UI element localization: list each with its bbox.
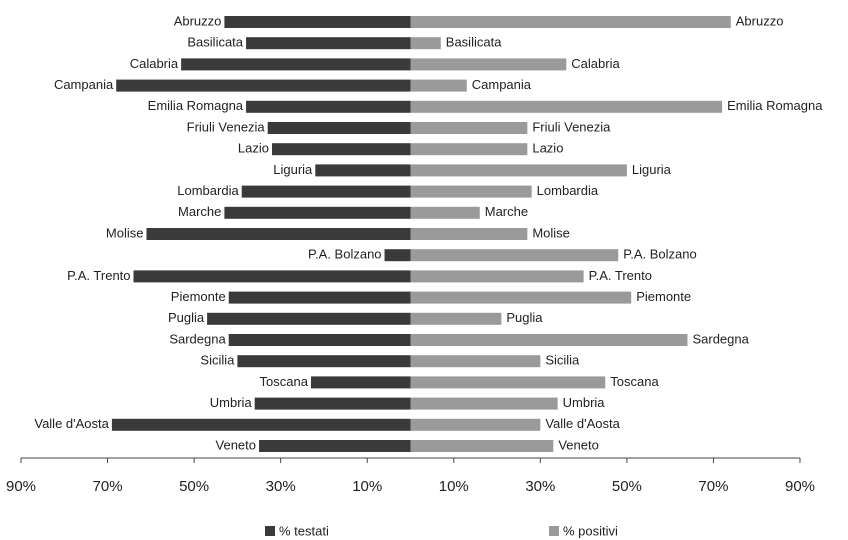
bar-label: Liguria — [273, 162, 313, 177]
bar — [224, 206, 411, 219]
x-tick-label: 10% — [352, 478, 382, 495]
bar — [410, 164, 627, 177]
bar — [267, 122, 411, 134]
bar-label: Lombardia — [537, 183, 599, 198]
bar-label: Calabria — [130, 56, 179, 71]
bar — [410, 58, 567, 71]
bar — [315, 164, 411, 177]
bar — [228, 291, 411, 304]
x-tick-label: 70% — [698, 478, 728, 495]
bar-label: P.A. Trento — [67, 268, 130, 283]
bar — [410, 143, 528, 156]
bar-label: Sardegna — [692, 331, 749, 346]
bar — [224, 16, 411, 28]
x-tick-label: 50% — [179, 478, 209, 495]
bar — [228, 334, 411, 346]
bar-label: Molise — [532, 225, 570, 240]
bar-label: Lazio — [532, 141, 563, 156]
bar-label: P.A. Bolzano — [308, 247, 381, 262]
x-tick-label: 90% — [6, 478, 36, 495]
bar — [246, 100, 411, 113]
legend-label: % positivi — [563, 523, 618, 538]
bar-label: Basilicata — [446, 35, 502, 50]
bar-label: Emilia Romagna — [727, 98, 823, 113]
bar — [410, 312, 502, 325]
bar — [410, 291, 632, 304]
bar-label: Liguria — [632, 162, 672, 177]
bar-label: Puglia — [506, 310, 543, 325]
legend-label: % testati — [279, 523, 329, 538]
bar-label: Emilia Romagna — [148, 98, 244, 113]
x-tick-label: 30% — [266, 478, 296, 495]
bar-label: Sicilia — [200, 353, 235, 368]
bar-label: P.A. Trento — [589, 268, 652, 283]
bar-label: Abruzzo — [736, 13, 784, 28]
bar — [410, 16, 731, 28]
bar-label: Friuli Venezia — [532, 119, 611, 134]
bar-label: Sicilia — [545, 353, 580, 368]
bar-label: Lombardia — [177, 183, 239, 198]
bar-label: Marche — [178, 204, 221, 219]
bar-label: Molise — [106, 225, 144, 240]
legend-swatch — [549, 526, 559, 536]
bar-label: Sardegna — [169, 331, 226, 346]
bar — [246, 37, 411, 50]
bar — [207, 312, 411, 325]
x-tick-label: 70% — [93, 478, 123, 495]
bar-label: Campania — [472, 77, 532, 92]
bar — [237, 355, 411, 368]
x-tick-label: 10% — [439, 478, 469, 495]
bar — [410, 397, 558, 410]
bar — [410, 249, 619, 262]
bar-label: Friuli Venezia — [187, 119, 266, 134]
bar — [410, 418, 541, 431]
bar — [116, 79, 411, 92]
bar — [272, 143, 411, 156]
bar-label: Basilicata — [187, 35, 243, 50]
bar-label: Piemonte — [171, 289, 226, 304]
bar-label: Valle d'Aosta — [545, 416, 620, 431]
bar-label: Campania — [54, 77, 114, 92]
bar — [146, 228, 411, 240]
bar — [410, 355, 541, 368]
bar — [133, 270, 411, 283]
bar — [410, 206, 480, 219]
bar-label: Calabria — [571, 56, 620, 71]
bar-label: Umbria — [563, 395, 606, 410]
bar-label: Veneto — [558, 437, 599, 452]
bar-label: Puglia — [168, 310, 205, 325]
bar — [410, 334, 688, 346]
bar-label: Piemonte — [636, 289, 691, 304]
bar-label: Lazio — [238, 141, 269, 156]
bar-label: Valle d'Aosta — [34, 416, 109, 431]
x-tick-label: 30% — [525, 478, 555, 495]
bar — [410, 185, 532, 198]
bar — [181, 58, 411, 71]
bar — [410, 122, 528, 134]
bar — [310, 376, 411, 389]
bar — [410, 79, 467, 92]
bar — [259, 440, 411, 452]
bar — [410, 376, 606, 389]
bar-label: Toscana — [610, 374, 659, 389]
bar — [111, 418, 411, 431]
bar — [410, 270, 584, 283]
bar-label: P.A. Bolzano — [623, 247, 696, 262]
bar-label: Marche — [485, 204, 528, 219]
bar — [384, 249, 411, 262]
bar — [410, 440, 554, 452]
bar-label: Abruzzo — [174, 13, 222, 28]
x-tick-label: 90% — [785, 478, 815, 495]
bar-label: Toscana — [260, 374, 309, 389]
x-tick-label: 50% — [612, 478, 642, 495]
bar — [254, 397, 411, 410]
bar — [410, 100, 723, 113]
legend-swatch — [265, 526, 275, 536]
bar-label: Veneto — [216, 437, 257, 452]
bar — [410, 37, 441, 50]
bar-label: Umbria — [210, 395, 253, 410]
bar — [241, 185, 411, 198]
bar — [410, 228, 528, 240]
